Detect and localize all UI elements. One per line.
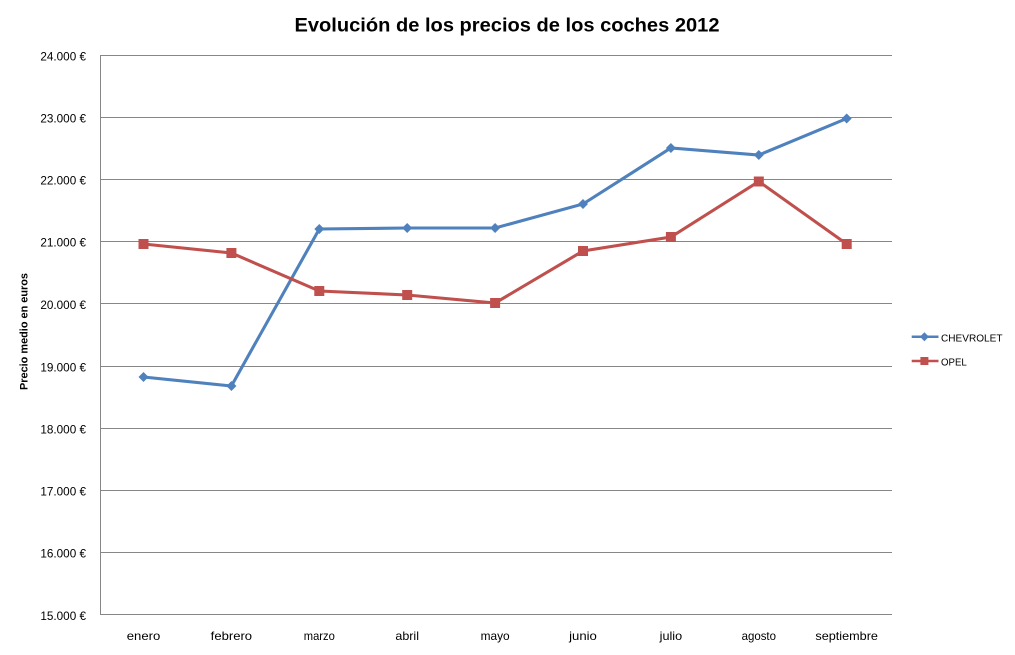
svg-text:18.000 €: 18.000 € <box>40 422 86 436</box>
svg-text:22.000 €: 22.000 € <box>40 174 86 188</box>
svg-text:enero: enero <box>127 629 161 643</box>
svg-text:abril: abril <box>395 629 419 643</box>
svg-text:16.000 €: 16.000 € <box>40 546 86 560</box>
svg-text:19.000 €: 19.000 € <box>40 360 86 374</box>
svg-text:Evolución de los precios de lo: Evolución de los precios de los coches 2… <box>295 15 720 37</box>
svg-text:mayo: mayo <box>481 629 510 643</box>
svg-text:21.000 €: 21.000 € <box>40 236 86 250</box>
svg-text:24.000 €: 24.000 € <box>40 49 86 63</box>
svg-text:Precio medio en euros: Precio medio en euros <box>19 273 31 390</box>
svg-text:20.000 €: 20.000 € <box>40 298 86 312</box>
svg-text:17.000 €: 17.000 € <box>40 484 86 498</box>
svg-text:febrero: febrero <box>211 629 253 643</box>
svg-text:agosto: agosto <box>742 629 777 643</box>
svg-text:OPEL: OPEL <box>941 357 967 369</box>
svg-text:CHEVROLET: CHEVROLET <box>941 332 1003 344</box>
svg-text:julio: julio <box>659 629 683 643</box>
svg-text:23.000 €: 23.000 € <box>40 112 86 126</box>
svg-text:marzo: marzo <box>304 629 335 643</box>
svg-text:15.000 €: 15.000 € <box>40 609 86 623</box>
svg-text:junio: junio <box>568 629 597 643</box>
svg-text:septiembre: septiembre <box>815 629 878 643</box>
